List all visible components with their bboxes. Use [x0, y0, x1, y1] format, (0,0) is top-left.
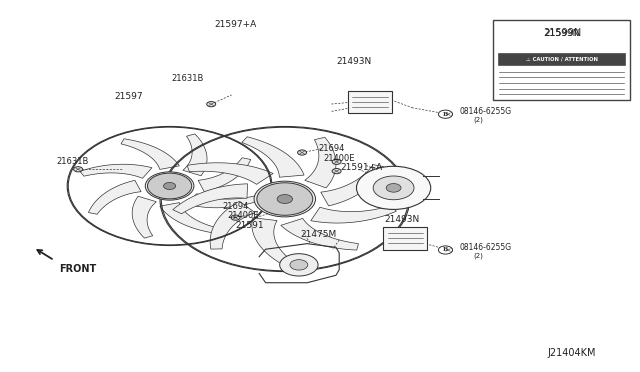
- Circle shape: [147, 173, 192, 199]
- Circle shape: [386, 183, 401, 192]
- Circle shape: [74, 167, 83, 172]
- Text: (2): (2): [474, 116, 483, 123]
- Text: 21400E: 21400E: [227, 211, 259, 220]
- Circle shape: [438, 246, 452, 254]
- Text: FRONT: FRONT: [59, 264, 96, 274]
- Text: 21591: 21591: [236, 221, 264, 230]
- FancyBboxPatch shape: [348, 92, 392, 113]
- Polygon shape: [187, 163, 273, 185]
- Circle shape: [444, 112, 452, 117]
- Text: 08146-6255G: 08146-6255G: [460, 243, 511, 252]
- Polygon shape: [311, 206, 396, 223]
- Circle shape: [277, 195, 292, 203]
- Circle shape: [438, 110, 452, 118]
- Circle shape: [290, 260, 308, 270]
- Text: 21475M: 21475M: [301, 230, 337, 239]
- Text: 21591+A: 21591+A: [340, 163, 383, 172]
- Polygon shape: [121, 139, 179, 169]
- Text: 21400E: 21400E: [323, 154, 355, 163]
- Circle shape: [231, 215, 240, 220]
- Circle shape: [373, 176, 414, 200]
- Circle shape: [254, 181, 316, 217]
- Polygon shape: [160, 203, 218, 233]
- Text: J21404KM: J21404KM: [547, 349, 596, 358]
- Text: 08146-6255G: 08146-6255G: [460, 107, 511, 116]
- Text: 21631B: 21631B: [172, 74, 204, 83]
- Polygon shape: [88, 180, 141, 214]
- Polygon shape: [183, 134, 207, 176]
- Polygon shape: [198, 158, 251, 192]
- Text: 21597+A: 21597+A: [214, 20, 257, 29]
- Text: 21694: 21694: [319, 144, 345, 153]
- Polygon shape: [242, 137, 304, 177]
- FancyBboxPatch shape: [498, 53, 625, 65]
- Polygon shape: [305, 137, 336, 188]
- Circle shape: [207, 102, 216, 107]
- FancyBboxPatch shape: [493, 20, 630, 100]
- Text: 21694: 21694: [223, 202, 249, 211]
- Text: 21599N: 21599N: [544, 29, 579, 38]
- Text: 21631B: 21631B: [56, 157, 89, 166]
- Text: 21599N: 21599N: [543, 29, 581, 38]
- Circle shape: [257, 183, 313, 215]
- FancyBboxPatch shape: [383, 227, 428, 250]
- Circle shape: [164, 183, 176, 190]
- Circle shape: [332, 169, 341, 174]
- Polygon shape: [321, 165, 384, 206]
- Text: B: B: [443, 247, 448, 253]
- Text: 21493N: 21493N: [384, 215, 419, 224]
- Polygon shape: [281, 218, 358, 250]
- Polygon shape: [210, 201, 255, 249]
- Polygon shape: [132, 196, 156, 238]
- Circle shape: [332, 159, 341, 164]
- Text: 21597: 21597: [114, 92, 143, 101]
- Polygon shape: [188, 194, 259, 208]
- Text: 21493N: 21493N: [336, 57, 371, 66]
- Polygon shape: [80, 164, 152, 178]
- Circle shape: [356, 166, 431, 209]
- Circle shape: [280, 254, 318, 276]
- Polygon shape: [252, 218, 292, 265]
- Text: (2): (2): [474, 252, 483, 259]
- Polygon shape: [173, 184, 248, 214]
- Circle shape: [444, 247, 452, 253]
- Circle shape: [298, 150, 307, 155]
- Text: B: B: [443, 112, 448, 117]
- Circle shape: [145, 172, 194, 200]
- Text: ⚠ CAUTION / ATTENTION: ⚠ CAUTION / ATTENTION: [525, 56, 598, 61]
